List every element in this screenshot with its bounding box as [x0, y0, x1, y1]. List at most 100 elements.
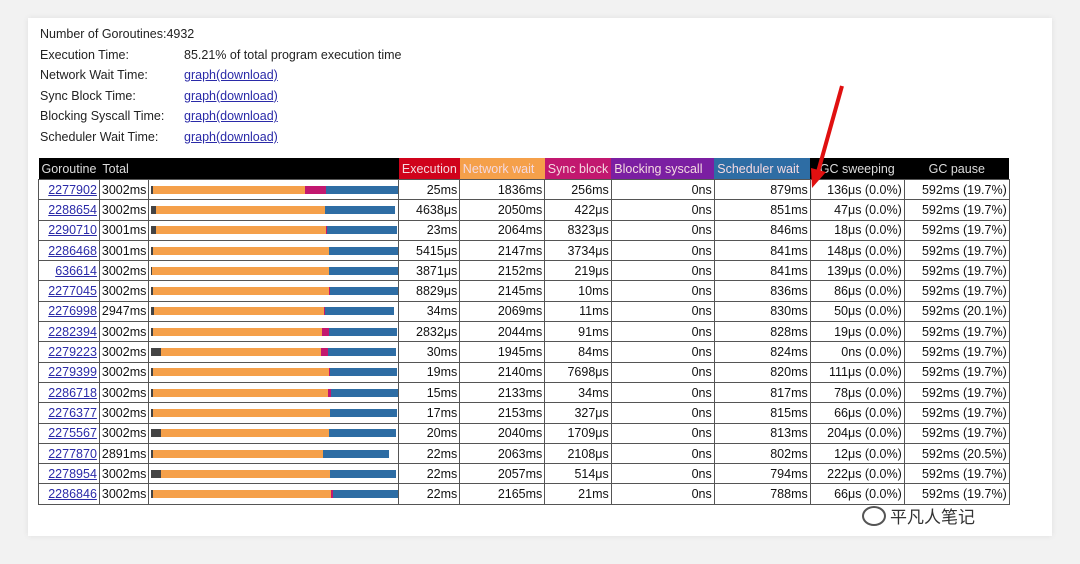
- gc-pause-cell: 592ms (19.7%): [903, 402, 1010, 424]
- network-wait-cell: 2140ms: [459, 361, 546, 383]
- link-label: Scheduler Wait Time:: [40, 129, 159, 144]
- bar-segment: [151, 246, 153, 255]
- gc-pause-cell: 592ms (19.7%): [903, 178, 1010, 201]
- graph-link[interactable]: graph: [184, 68, 216, 83]
- bar-segment: [329, 287, 330, 296]
- column-header: [148, 158, 399, 180]
- column-header: Execution: [398, 158, 460, 180]
- bar-segment: [321, 327, 329, 336]
- goroutine-id-cell: 636614: [38, 260, 100, 282]
- goroutine-link[interactable]: 2290710: [48, 223, 97, 238]
- goroutine-link[interactable]: 2275567: [48, 426, 97, 441]
- download-link[interactable]: (download): [215, 68, 278, 83]
- goroutine-link[interactable]: 2286468: [48, 243, 97, 258]
- scheduler-wait-cell: 879ms: [713, 178, 811, 201]
- bar-segment: [151, 226, 157, 235]
- execution-cell: 19ms: [398, 361, 461, 383]
- time-breakdown-bar: [148, 483, 400, 505]
- summary-link-row: Sync Block Time: graph (download): [40, 86, 401, 107]
- graph-link[interactable]: graph: [184, 88, 216, 103]
- table-row: 2279223 3002ms 30ms 1945ms 84ms 0ns 824m…: [38, 341, 1010, 363]
- goroutine-link[interactable]: 2288654: [48, 202, 97, 217]
- bar-segment: [151, 327, 154, 336]
- bar-segment: [156, 205, 326, 214]
- goroutine-link[interactable]: 2277870: [48, 446, 97, 461]
- goroutine-id-cell: 2276998: [38, 300, 100, 323]
- summary-link-row: Blocking Syscall Time: graph (download): [40, 106, 401, 127]
- total-cell: 3002ms: [98, 483, 150, 505]
- gc-sweeping-cell: 18μs (0.0%): [809, 219, 905, 241]
- goroutine-link[interactable]: 2278954: [48, 466, 97, 481]
- sync-block-cell: 91ms: [544, 321, 612, 343]
- network-wait-cell: 2069ms: [459, 300, 546, 323]
- table-row: 2277045 3002ms 8829μs 2145ms 10ms 0ns 83…: [38, 280, 1010, 302]
- goroutine-link[interactable]: 2286846: [48, 487, 97, 502]
- blocking-syscall-cell: 0ns: [610, 381, 715, 404]
- gc-pause-cell: 592ms (19.7%): [903, 422, 1010, 444]
- gc-pause-cell: 592ms (19.7%): [903, 483, 1010, 505]
- goroutine-link[interactable]: 636614: [55, 263, 97, 278]
- network-wait-cell: 2063ms: [459, 442, 546, 465]
- bar-segment: [151, 429, 162, 438]
- bar-segment: [151, 266, 153, 275]
- bar-segment: [161, 429, 330, 438]
- summary: Number of Goroutines: 4932 Execution Time…: [40, 24, 401, 148]
- gc-pause-cell: 592ms (20.5%): [903, 442, 1010, 465]
- goroutines-value: 4932: [166, 27, 195, 41]
- graph-link[interactable]: graph: [184, 109, 216, 124]
- scheduler-wait-cell: 846ms: [713, 219, 811, 241]
- sync-block-cell: 219μs: [544, 260, 612, 282]
- goroutine-link[interactable]: 2279399: [48, 365, 97, 380]
- bar-segment: [153, 490, 332, 499]
- bar-segment: [329, 266, 399, 275]
- bar-segment: [325, 307, 394, 316]
- gc-pause-cell: 592ms (19.7%): [903, 381, 1010, 404]
- gc-sweeping-cell: 12μs (0.0%): [809, 442, 905, 465]
- table-row: 2286846 3002ms 22ms 2165ms 21ms 0ns 788m…: [38, 483, 1010, 505]
- bar-segment: [151, 348, 162, 357]
- bar-segment: [329, 246, 399, 255]
- network-wait-cell: 2152ms: [459, 260, 546, 282]
- time-breakdown-bar: [148, 341, 400, 363]
- summary-link-row: Scheduler Wait Time: graph (download): [40, 127, 401, 148]
- execution-cell: 2832μs: [398, 321, 461, 343]
- goroutine-link[interactable]: 2282394: [48, 324, 97, 339]
- goroutine-link[interactable]: 2276998: [48, 304, 97, 319]
- bar-segment: [304, 185, 326, 194]
- goroutine-id-cell: 2276377: [38, 402, 100, 424]
- download-link[interactable]: (download): [215, 109, 278, 124]
- goroutine-link[interactable]: 2277045: [48, 284, 97, 299]
- download-link[interactable]: (download): [215, 88, 278, 103]
- bar-segment: [325, 185, 398, 194]
- bar-segment: [156, 226, 327, 235]
- network-wait-cell: 2133ms: [459, 381, 546, 404]
- bar-segment: [151, 368, 153, 377]
- execution-cell: 34ms: [398, 300, 461, 323]
- goroutine-link[interactable]: 2286718: [48, 385, 97, 400]
- bar-segment: [327, 388, 331, 397]
- bar-segment: [151, 185, 154, 194]
- bar-segment: [324, 307, 326, 316]
- column-header: Sync block: [544, 158, 612, 180]
- gc-pause-cell: 592ms (19.7%): [903, 219, 1010, 241]
- bar-segment: [151, 469, 162, 478]
- column-header: Goroutine: [38, 158, 100, 180]
- column-header: GC pause: [904, 158, 1010, 180]
- watermark-text: 平凡人笔记: [890, 508, 975, 528]
- bar-segment: [161, 348, 322, 357]
- goroutine-link[interactable]: 2277902: [48, 182, 97, 197]
- gc-pause-cell: 592ms (19.7%): [903, 321, 1010, 343]
- bar-segment: [323, 449, 390, 458]
- total-cell: 3002ms: [98, 199, 150, 221]
- bar-segment: [153, 327, 322, 336]
- download-link[interactable]: (download): [215, 129, 278, 144]
- goroutine-link[interactable]: 2276377: [48, 405, 97, 420]
- graph-link[interactable]: graph: [184, 129, 216, 144]
- column-header: Total: [99, 158, 149, 180]
- goroutine-id-cell: 2277902: [38, 178, 100, 201]
- table-row: 636614 3002ms 3871μs 2152ms 219μs 0ns 84…: [38, 260, 1010, 282]
- sync-block-cell: 7698μs: [544, 361, 612, 383]
- goroutine-link[interactable]: 2279223: [48, 345, 97, 360]
- goroutines-label: Number of Goroutines:: [40, 27, 167, 41]
- network-wait-cell: 2040ms: [459, 422, 546, 444]
